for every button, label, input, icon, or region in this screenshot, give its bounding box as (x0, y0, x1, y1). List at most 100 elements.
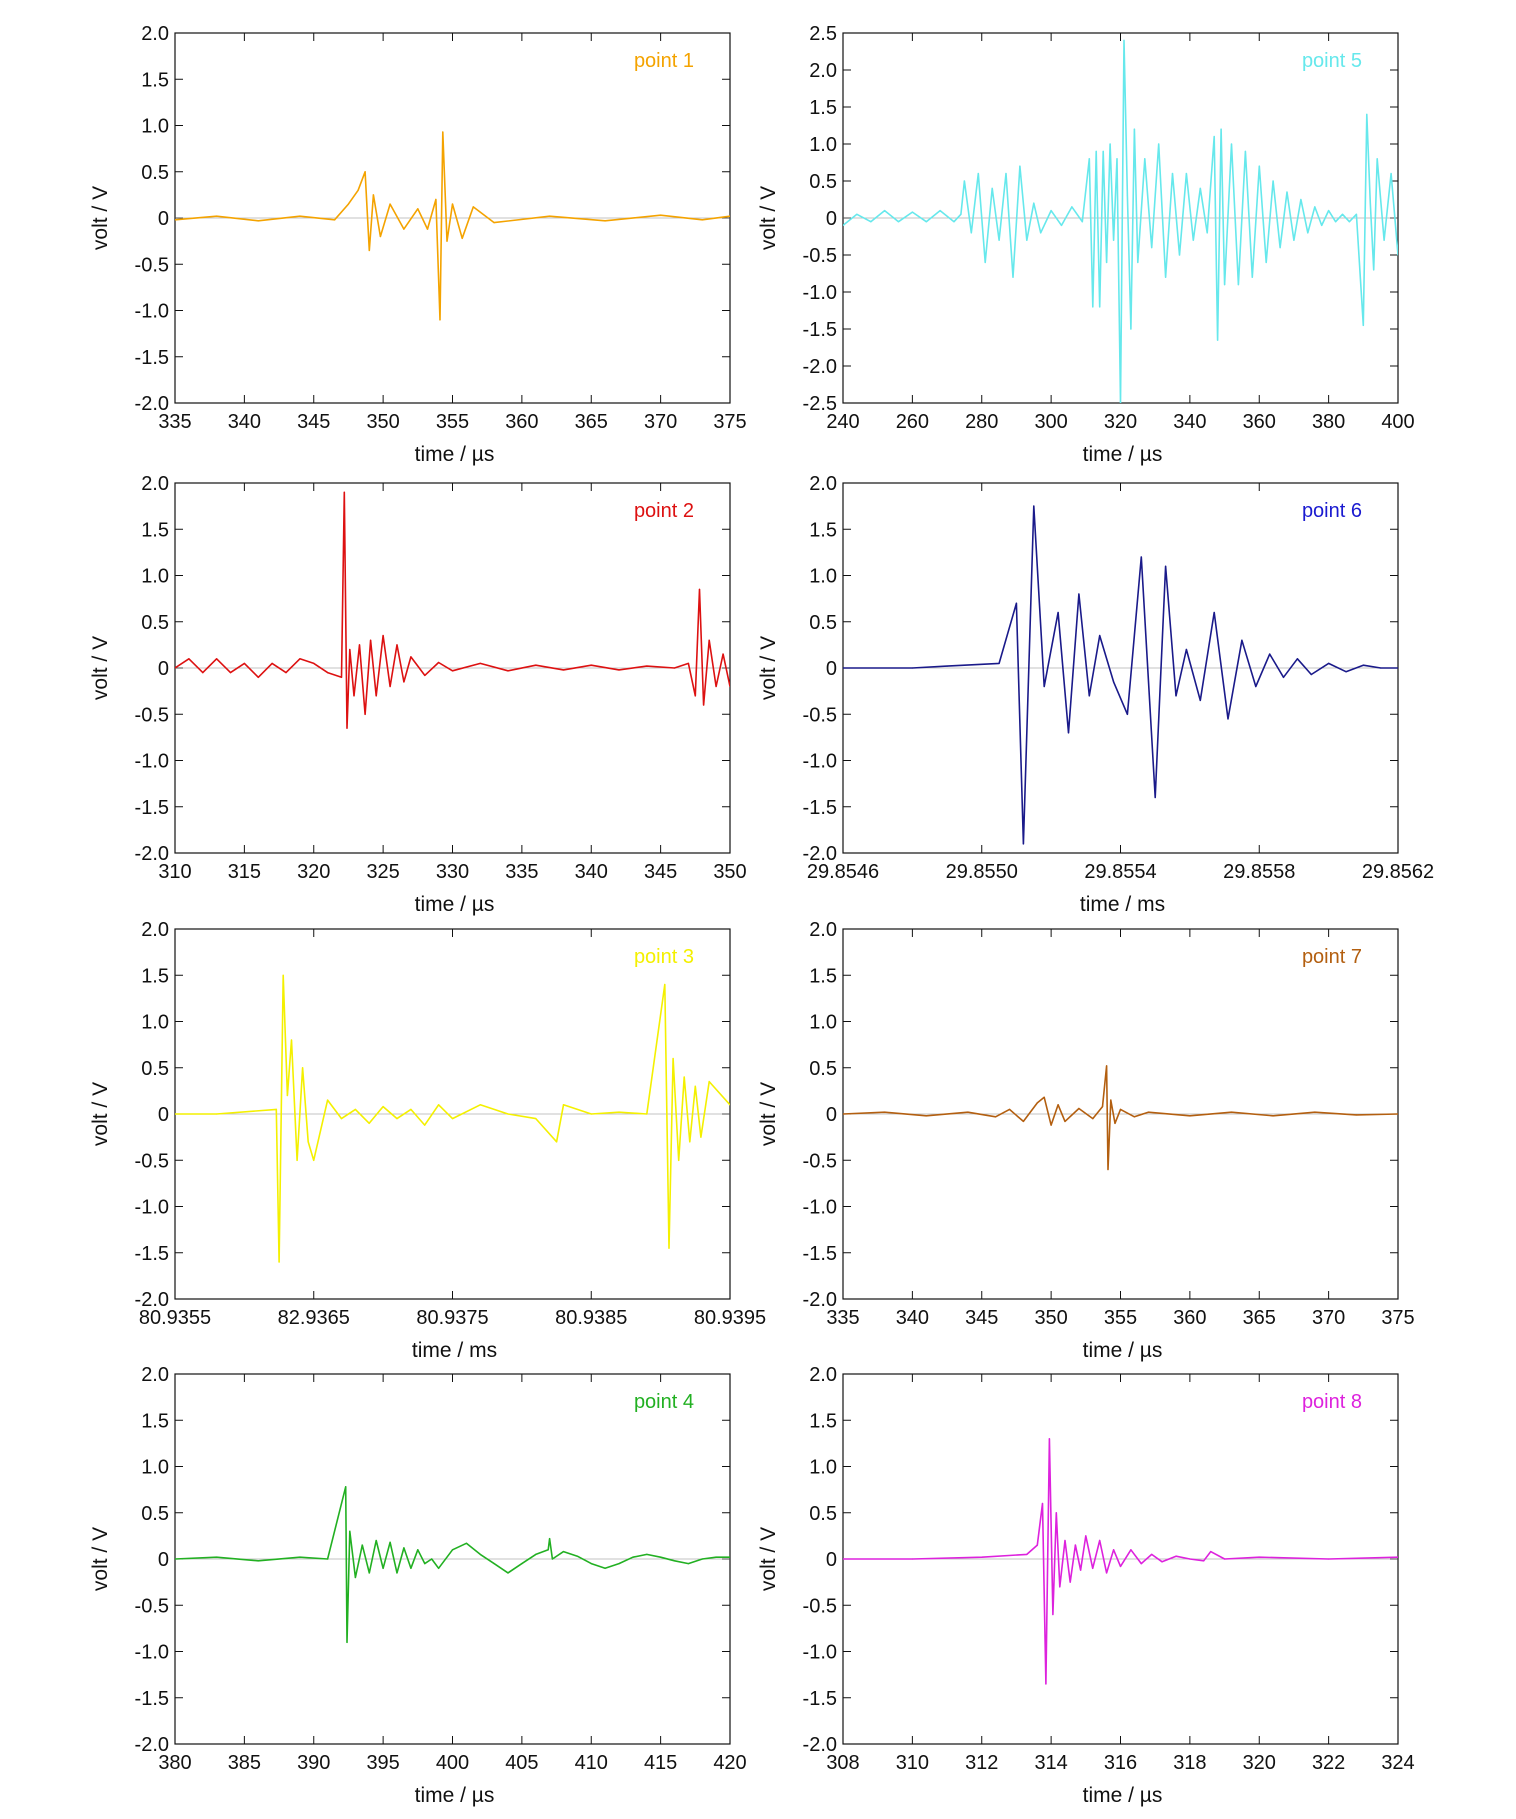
data-point (843, 224, 844, 226)
y-tick-label: -2.0 (135, 1289, 169, 1311)
data-point (507, 1113, 509, 1115)
series-line-point-8 (843, 1438, 1398, 1685)
data-point (1088, 695, 1090, 697)
data-point (327, 1558, 329, 1560)
data-point (1345, 671, 1347, 673)
data-point (1199, 187, 1201, 189)
data-point (334, 219, 336, 221)
data-point (549, 1538, 551, 1540)
x-tick-label: 395 (366, 1752, 399, 1774)
data-point (715, 1556, 717, 1558)
x-tick-label: 335 (158, 411, 191, 433)
data-point (708, 1081, 710, 1083)
data-point (1217, 339, 1219, 341)
y-tick-label: -0.5 (135, 1150, 169, 1172)
data-point (1383, 239, 1385, 241)
x-tick-label: 360 (1173, 1307, 1206, 1329)
data-point (673, 667, 676, 669)
data-point (364, 713, 366, 715)
y-tick-label: 0.5 (809, 612, 837, 634)
data-point (1113, 239, 1115, 241)
y-tick-label: 0.5 (141, 1058, 169, 1080)
data-point (465, 1542, 467, 1544)
data-point (368, 1572, 370, 1574)
data-point (664, 983, 666, 986)
data-point (438, 661, 440, 664)
y-tick-label: -2.5 (803, 393, 837, 415)
y-axis-label: volt / V (89, 636, 112, 700)
data-point (375, 1539, 377, 1542)
data-point (370, 639, 372, 641)
y-tick-label: 2.0 (809, 60, 837, 82)
series-line-point-1 (175, 131, 730, 321)
data-point (451, 1118, 454, 1120)
x-axis-label: time / µs (1083, 443, 1163, 466)
x-tick-label: 29.8562 (1362, 861, 1434, 883)
data-point (282, 974, 284, 976)
y-tick-label: 0 (826, 1549, 837, 1571)
y-tick-label: 2.0 (141, 473, 169, 495)
data-point (216, 1113, 218, 1115)
data-point (493, 222, 495, 224)
data-point (970, 232, 972, 234)
data-point (1015, 602, 1018, 604)
data-point (562, 669, 565, 671)
data-point (1095, 150, 1097, 152)
data-point (372, 194, 374, 196)
data-point (646, 665, 648, 667)
data-point (547, 1549, 549, 1551)
data-point (1106, 1065, 1108, 1067)
data-point (1341, 213, 1344, 215)
y-tick-label: 0 (826, 1104, 837, 1126)
data-point (939, 210, 941, 212)
data-point (1050, 210, 1052, 212)
x-tick-label: 310 (158, 861, 191, 883)
x-tick-label: 80.9385 (555, 1307, 627, 1329)
data-point (1092, 1567, 1094, 1569)
data-point (302, 1067, 304, 1069)
y-tick-label: -1.0 (135, 1197, 169, 1219)
data-point (1130, 1549, 1132, 1551)
y-tick-label: -0.5 (135, 254, 169, 276)
data-point (562, 1551, 565, 1553)
x-tick-label: 355 (1104, 1307, 1137, 1329)
series-line-point-4 (175, 1486, 730, 1644)
x-tick-label: 340 (1173, 411, 1206, 433)
data-point (1282, 676, 1285, 678)
data-point (243, 662, 245, 665)
data-point (1328, 662, 1330, 665)
y-tick-label: 1.5 (141, 69, 169, 91)
y-tick-label: 0.5 (809, 1058, 837, 1080)
data-point (1251, 276, 1253, 278)
data-point (946, 665, 948, 667)
data-point (442, 131, 444, 133)
data-point (1043, 1096, 1045, 1098)
series-label: point 7 (1302, 946, 1362, 968)
data-point (299, 215, 301, 217)
x-tick-label: 375 (713, 411, 746, 433)
data-point (1258, 1556, 1260, 1558)
data-point (354, 1576, 356, 1579)
y-tick-label: 1.5 (809, 1410, 837, 1432)
data-point (562, 1104, 565, 1106)
data-point (722, 653, 724, 655)
data-point (960, 213, 962, 215)
chart-panel-point-3: 2.0 1.5 1.0 0.5 0 -0.5 -1.0 -1.5 -2.080.9355 82.9… (89, 919, 766, 1362)
data-point (361, 1544, 363, 1546)
x-tick-label: 80.9395 (694, 1307, 766, 1329)
data-point (403, 228, 405, 230)
y-tick-label: -2.0 (803, 843, 837, 865)
data-point (1088, 158, 1090, 160)
x-tick-label: 400 (436, 1752, 469, 1774)
data-point (1036, 1544, 1038, 1546)
y-tick-label: 2.0 (141, 1364, 169, 1386)
data-point (1286, 191, 1288, 193)
data-point (396, 644, 398, 646)
x-tick-label: 345 (965, 1307, 998, 1329)
series-label: point 2 (634, 500, 694, 522)
data-point (1116, 158, 1118, 160)
x-tick-label: 350 (366, 411, 399, 433)
data-point (1080, 1569, 1082, 1571)
